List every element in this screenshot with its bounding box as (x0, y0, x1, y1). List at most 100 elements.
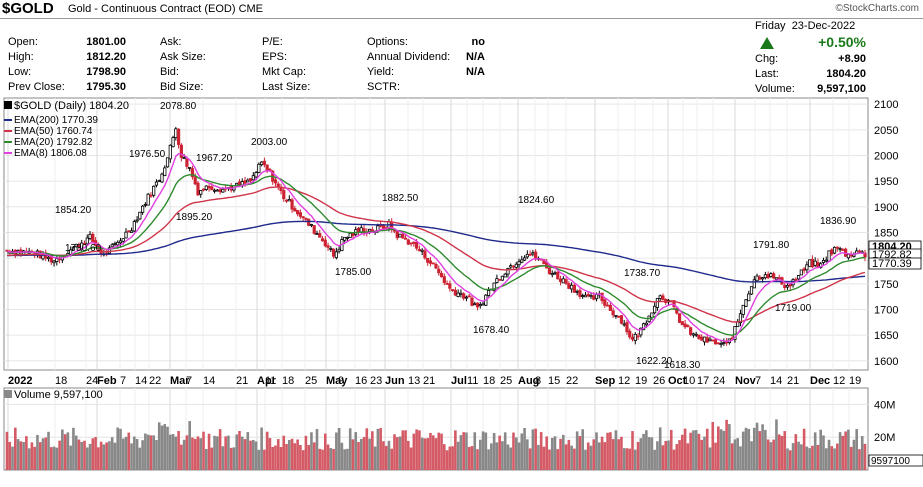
volume-bar (221, 446, 225, 470)
price-annotation: 1836.90 (820, 216, 857, 227)
volume-bar (592, 439, 596, 470)
candle-body (113, 243, 117, 245)
candle-body (406, 239, 410, 245)
candle-body (478, 304, 482, 307)
candle-body (785, 284, 790, 288)
volume-bar (296, 439, 299, 470)
x-tick-label: 21 (423, 375, 435, 387)
candle-body (608, 304, 612, 311)
volume-bar (752, 427, 756, 470)
volume-bar (326, 444, 330, 470)
volume-bar (465, 432, 468, 470)
candle-body (345, 237, 350, 239)
candle-body (52, 260, 56, 264)
price-panel-frame (3, 97, 869, 371)
high-value: 1812.20 (86, 51, 126, 63)
candle-body (661, 295, 665, 300)
candle-body (462, 293, 466, 299)
price-legend-text: $GOLD (Daily) 1804.20 (14, 100, 129, 112)
volume-bar (249, 440, 252, 470)
candle-body (445, 283, 449, 285)
volume-bar (700, 439, 704, 470)
volume-bar (451, 446, 454, 470)
volume-bar (185, 435, 189, 470)
x-tick-label: 25 (305, 375, 317, 387)
volume-bar (246, 432, 250, 470)
price-tick-label: 1700 (874, 304, 898, 316)
candle-body (143, 203, 147, 206)
volume-bar (146, 434, 150, 470)
volume-bar (332, 448, 335, 470)
volume-bar (462, 432, 465, 470)
volume-bar (844, 431, 847, 470)
volume-bar (329, 448, 333, 470)
candle-body (561, 278, 565, 284)
candle-body (199, 190, 203, 195)
candle-body (434, 264, 438, 269)
volume-bar (97, 447, 100, 470)
volume-bar (268, 438, 272, 470)
volume-bar (539, 432, 543, 470)
volume-bar (448, 446, 452, 470)
ema200-line (7, 220, 866, 283)
volume-bar (456, 441, 460, 470)
volume-bar (548, 449, 551, 470)
candle-body (417, 249, 421, 252)
volume-bar (797, 441, 800, 470)
price-tick-label: 1600 (874, 356, 898, 368)
open-value: 1801.00 (86, 36, 126, 48)
candle-body (116, 241, 120, 246)
volume-bar (766, 439, 770, 470)
volume-bar (805, 446, 809, 470)
ema200-legend: EMA(200) 1770.39 (4, 115, 98, 126)
price-annotation: 1967.20 (196, 153, 233, 164)
x-tick-label: 12 (618, 375, 630, 387)
candle-body (611, 310, 615, 316)
candle-body (810, 258, 815, 268)
candle-body (152, 185, 156, 196)
candle-body (744, 299, 748, 307)
candle-body (262, 160, 267, 166)
sctr-label: SCTR: (367, 81, 400, 93)
price-annotation: 1719.00 (775, 303, 812, 314)
pe-label: P/E: (262, 36, 283, 48)
candle-body (453, 289, 457, 296)
volume-bar (368, 438, 371, 470)
volume-bar (642, 433, 645, 470)
price-annotation: 1678.40 (473, 325, 510, 336)
volume-bar (719, 429, 723, 470)
candle-body (395, 231, 399, 239)
volume-bar (99, 441, 103, 470)
volume-bar (791, 443, 795, 470)
candle-body (215, 189, 219, 192)
volume-bar (512, 432, 515, 470)
volume-bar (520, 433, 524, 470)
volume-bar (168, 434, 172, 470)
ask-size-label: Ask Size: (160, 51, 206, 63)
candle-body (146, 193, 150, 206)
volume-bar (772, 439, 775, 470)
candle-body (589, 295, 593, 298)
volume-bar (708, 447, 712, 470)
price-annotation: 1854.20 (55, 205, 92, 216)
volume-bar (63, 434, 67, 470)
candle-body (700, 336, 704, 341)
volume-bar (689, 432, 692, 470)
volume-bar (265, 431, 269, 470)
candle-body (547, 267, 552, 275)
volume-bar (351, 439, 355, 470)
volume-bar (138, 447, 142, 470)
candle-body (207, 186, 211, 189)
x-tick-label: Apr (257, 375, 277, 387)
volume-bar (387, 440, 391, 470)
mkt-cap-label: Mkt Cap: (262, 66, 307, 78)
contract-name: Gold - Continuous Contract (EOD) CME (68, 3, 263, 15)
volume-bar (52, 446, 56, 470)
candle-body (617, 315, 621, 318)
candle-body (802, 268, 806, 271)
volume-bar (653, 449, 656, 470)
volume-bar (232, 447, 236, 470)
volume-bar (130, 443, 133, 470)
x-tick-label: 19 (849, 375, 861, 387)
candle-body (689, 327, 693, 335)
